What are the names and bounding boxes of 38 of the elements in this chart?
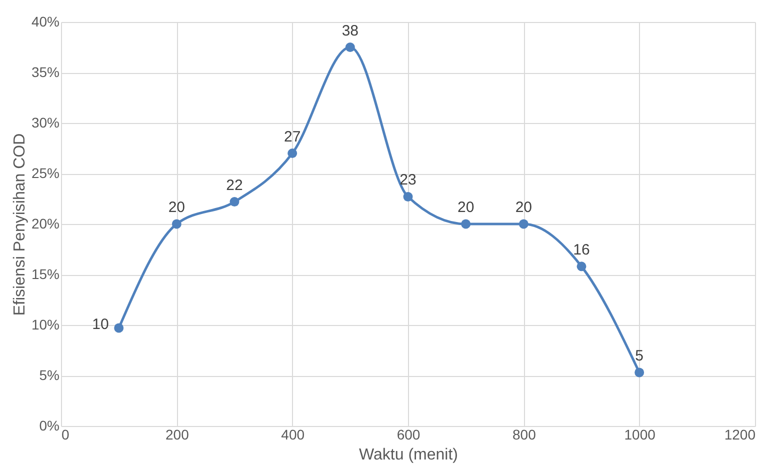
x-tick-label: 800: [512, 426, 536, 442]
point: [345, 42, 355, 52]
point: [461, 219, 471, 229]
point: [576, 262, 586, 272]
y-tick-label: 15%: [31, 266, 60, 282]
x-tick-label: 1200: [724, 426, 756, 442]
y-tick-label: 40%: [31, 14, 60, 30]
x-tick-label: 200: [165, 426, 190, 442]
point: [634, 368, 644, 378]
data-label: 20: [457, 199, 474, 216]
data-label: 20: [515, 199, 532, 216]
data-label: 23: [400, 172, 416, 189]
y-tick-label: 30%: [31, 114, 60, 130]
data-label: 16: [573, 241, 590, 258]
y-tick-label: 25%: [31, 165, 60, 181]
x-tick-label: 0: [62, 426, 70, 442]
point: [288, 148, 298, 158]
data-label: 27: [284, 128, 301, 146]
point: [518, 219, 528, 229]
y-tick-label: 35%: [31, 64, 60, 80]
data-label: 22: [226, 176, 243, 194]
y-tick-label: 5%: [39, 367, 60, 383]
x-tick-label: 400: [281, 426, 305, 442]
data-label: 38: [342, 22, 359, 40]
x-tick-label: 1000: [624, 426, 656, 442]
point: [114, 323, 124, 333]
data-label: 5: [635, 347, 644, 364]
point: [172, 219, 182, 229]
data-label: 20: [168, 199, 186, 216]
y-axis-title: Efisiensi Penyisihan COD: [11, 133, 28, 316]
y-tick-label: 0%: [39, 418, 60, 434]
point: [403, 192, 413, 202]
y-tick-label: 20%: [31, 216, 60, 232]
x-tick-label: 600: [396, 426, 420, 442]
x-axis-title: Waktu (menit): [359, 446, 458, 464]
y-tick-label: 10%: [31, 316, 60, 332]
point: [230, 197, 240, 207]
data-label: 10: [92, 316, 109, 334]
